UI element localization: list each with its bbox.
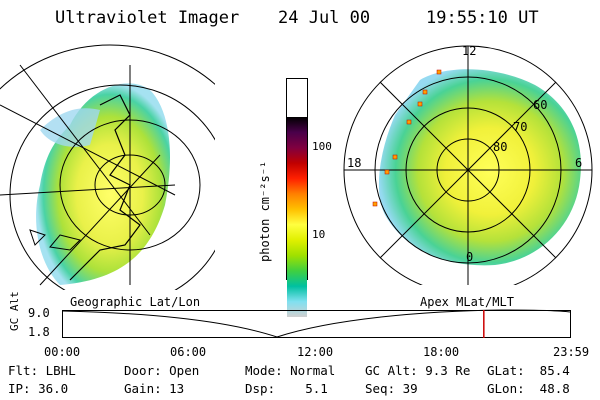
mlt-label-6: 6: [575, 156, 583, 170]
apex-polar-plot: [343, 45, 593, 285]
timeline-x-tick-1800: 18:00: [423, 345, 460, 359]
colorbar-tick-10: 10: [312, 228, 326, 241]
observation-date: 24 Jul 00: [278, 8, 371, 28]
info-glat: GLat: 85.4: [487, 363, 570, 378]
observation-time: 19:55:10 UT: [426, 8, 539, 28]
timeline-x-tick-0000: 00:00: [44, 345, 81, 359]
timeline-y-tick-min: 1.8: [28, 325, 50, 339]
timeline-x-tick-1200: 12:00: [297, 345, 334, 359]
colorbar: [286, 78, 308, 317]
info-glon: GLon: 48.8: [487, 381, 570, 396]
mlat-label-60: 60: [533, 98, 548, 112]
info-filter: Flt: LBHL: [8, 363, 76, 378]
timeline-y-tick-max: 9.0: [28, 306, 50, 320]
mlt-label-12: 12: [462, 44, 477, 58]
apex-projection-label: Apex MLat/MLT: [420, 295, 514, 309]
timeline-y-axis-title: GC Alt: [8, 291, 21, 331]
mlt-label-0: 0: [466, 250, 474, 264]
timeline-x-tick-0600: 06:00: [170, 345, 207, 359]
info-mode: Mode: Normal: [245, 363, 336, 378]
timeline-x-tick-2359: 23:59: [553, 345, 590, 359]
colorbar-unit-label: photon cm⁻²s⁻¹: [258, 160, 272, 262]
colorbar-tick-100: 100: [312, 140, 332, 153]
info-door: Door: Open: [124, 363, 200, 378]
geographic-projection-label: Geographic Lat/Lon: [70, 295, 201, 309]
info-ip: IP: 36.0: [8, 381, 69, 396]
info-dsp: Dsp: 5.1: [245, 381, 328, 396]
mlat-label-80: 80: [493, 140, 508, 154]
info-seq: Seq: 39: [365, 381, 418, 396]
info-gain: Gain: 13: [124, 381, 185, 396]
instrument-title: Ultraviolet Imager: [55, 8, 240, 28]
geographic-image: [0, 44, 215, 290]
mlt-label-18: 18: [347, 156, 362, 170]
info-gc-alt: GC Alt: 9.3 Re: [365, 363, 471, 378]
altitude-timeline: [62, 309, 571, 338]
mlat-label-70: 70: [513, 120, 528, 134]
